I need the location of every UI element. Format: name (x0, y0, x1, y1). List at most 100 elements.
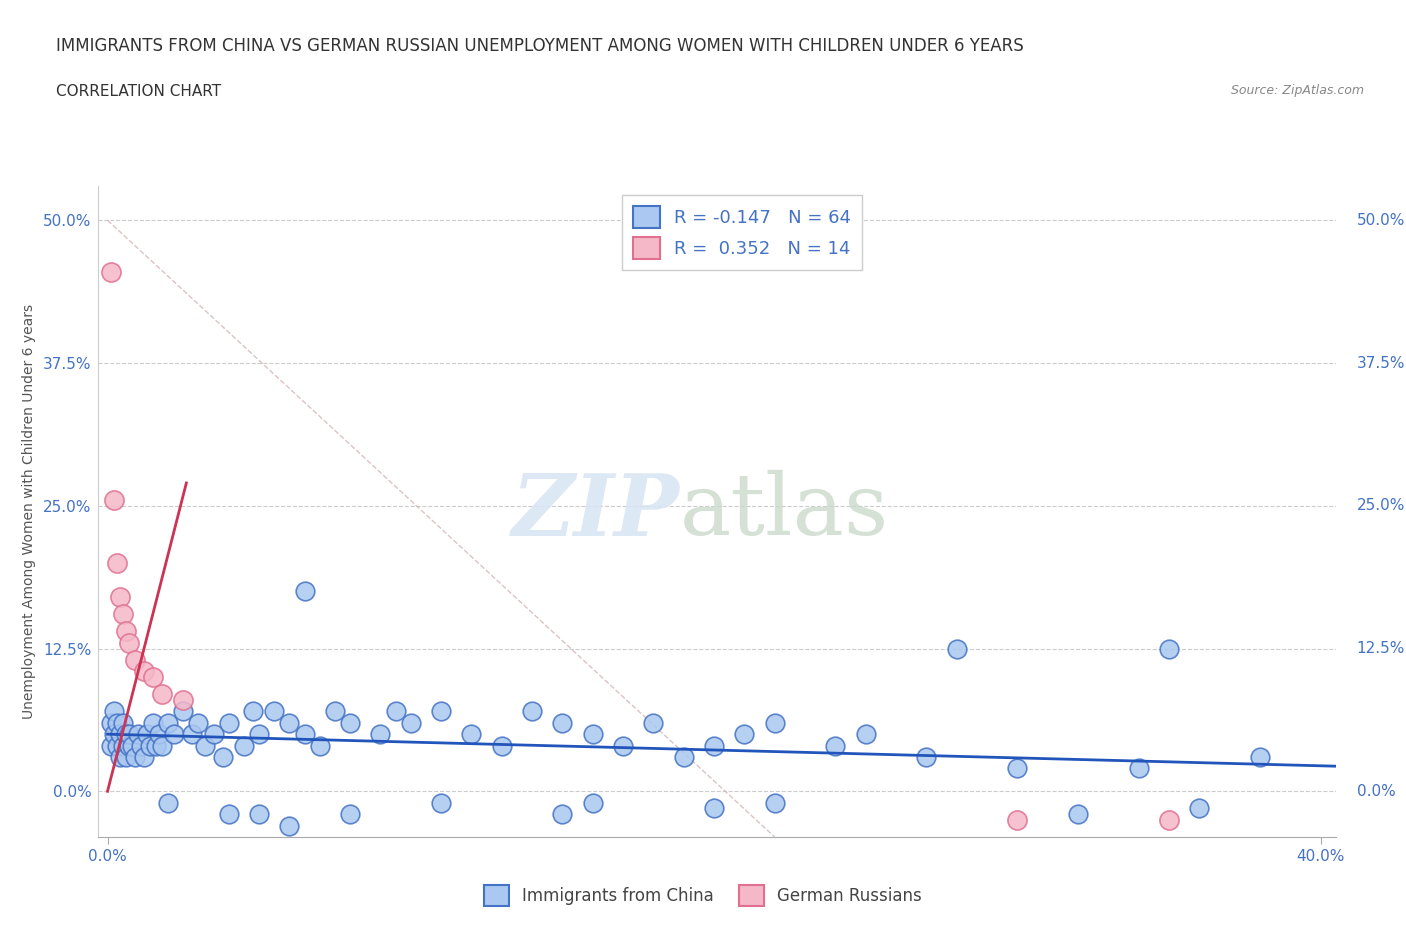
Point (763, 795, 786, 810)
Point (136, 726, 159, 741)
Point (384, 704, 406, 719)
Point (118, 738, 141, 753)
Point (242, 704, 264, 719)
Point (150, 686, 173, 701)
Point (181, 726, 204, 741)
Point (945, 641, 967, 656)
Point (211, 750, 233, 764)
Point (399, 715, 422, 730)
Point (1157, 813, 1180, 828)
Text: Source: ZipAtlas.com: Source: ZipAtlas.com (1230, 84, 1364, 97)
Point (118, 726, 141, 741)
Point (582, 795, 605, 810)
Point (108, 726, 131, 741)
Point (520, 704, 543, 719)
Point (105, 555, 128, 570)
Point (218, 715, 240, 730)
Point (339, 715, 361, 730)
Point (148, 726, 170, 741)
Point (1188, 801, 1211, 816)
Point (103, 493, 125, 508)
Point (703, 801, 725, 816)
Point (193, 738, 215, 753)
Point (105, 738, 128, 753)
Point (202, 726, 225, 741)
Point (150, 738, 173, 753)
Point (124, 653, 146, 668)
Point (733, 726, 755, 741)
Point (132, 750, 155, 764)
Point (915, 750, 938, 764)
Point (308, 738, 330, 753)
Point (100, 264, 122, 279)
Point (460, 726, 482, 741)
Point (187, 715, 209, 730)
Point (278, 818, 301, 833)
Point (218, 806, 240, 821)
Text: ZIP: ZIP (512, 470, 681, 553)
Text: 37.5%: 37.5% (1357, 355, 1405, 370)
Point (127, 726, 149, 741)
Point (157, 715, 180, 730)
Text: 12.5%: 12.5% (1357, 641, 1405, 656)
Point (139, 738, 162, 753)
Point (105, 715, 128, 730)
Point (145, 738, 167, 753)
Point (551, 715, 574, 730)
Point (430, 704, 453, 719)
Point (763, 715, 786, 730)
Point (263, 704, 285, 719)
Text: 50.0%: 50.0% (1357, 213, 1405, 228)
Point (294, 584, 316, 599)
Point (172, 693, 194, 708)
Point (121, 738, 143, 753)
Point (1067, 806, 1090, 821)
Point (612, 738, 634, 753)
Point (111, 738, 134, 753)
Point (163, 726, 186, 741)
Point (233, 738, 256, 753)
Point (108, 750, 131, 764)
Point (703, 738, 725, 753)
Point (103, 726, 125, 741)
Point (672, 750, 695, 764)
Text: 25.0%: 25.0% (1357, 498, 1405, 513)
Point (370, 726, 392, 741)
Point (582, 726, 605, 741)
Text: 0.0%: 0.0% (1357, 784, 1396, 799)
Legend: Immigrants from China, German Russians: Immigrants from China, German Russians (477, 879, 929, 912)
Point (1007, 761, 1029, 776)
Text: IMMIGRANTS FROM CHINA VS GERMAN RUSSIAN UNEMPLOYMENT AMONG WOMEN WITH CHILDREN U: IMMIGRANTS FROM CHINA VS GERMAN RUSSIAN … (56, 37, 1024, 55)
Point (294, 726, 316, 741)
Point (1249, 750, 1271, 764)
Point (855, 726, 877, 741)
Point (643, 715, 665, 730)
Point (247, 726, 270, 741)
Point (157, 795, 180, 810)
Point (323, 704, 346, 719)
Point (142, 715, 165, 730)
Point (1007, 813, 1029, 828)
Point (103, 704, 125, 719)
Point (339, 806, 361, 821)
Legend: R = -0.147   N = 64, R =  0.352   N = 14: R = -0.147 N = 64, R = 0.352 N = 14 (621, 195, 862, 270)
Point (100, 715, 122, 730)
Point (430, 795, 453, 810)
Y-axis label: Unemployment Among Women with Children Under 6 years: Unemployment Among Women with Children U… (22, 304, 37, 719)
Point (491, 738, 513, 753)
Point (100, 738, 122, 753)
Point (111, 715, 134, 730)
Point (114, 726, 136, 741)
Point (114, 750, 136, 764)
Point (247, 806, 270, 821)
Point (1157, 641, 1180, 656)
Point (142, 670, 165, 684)
Text: CORRELATION CHART: CORRELATION CHART (56, 84, 221, 99)
Point (172, 704, 194, 719)
Point (551, 806, 574, 821)
Point (132, 664, 155, 679)
Point (118, 635, 141, 650)
Point (1128, 761, 1150, 776)
Point (108, 590, 131, 604)
Text: atlas: atlas (681, 470, 889, 553)
